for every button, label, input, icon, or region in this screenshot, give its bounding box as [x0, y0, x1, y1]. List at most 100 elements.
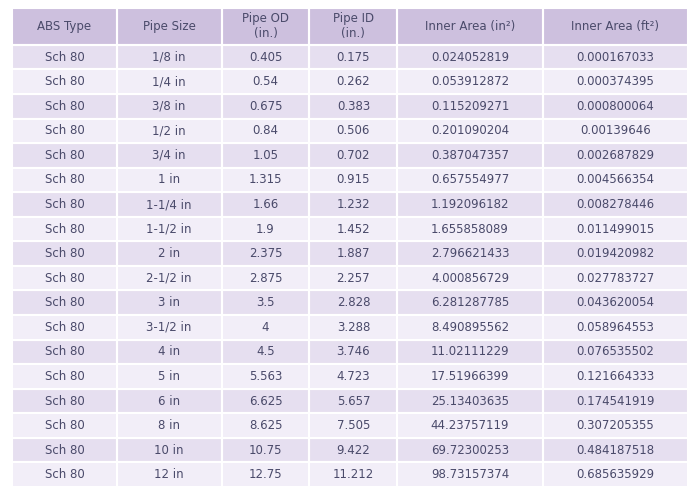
Bar [12, 45, 117, 69]
Text: Sch 80: Sch 80 [45, 124, 84, 137]
Text: 3.746: 3.746 [337, 346, 370, 358]
Bar [12, 315, 117, 340]
Bar [12, 168, 117, 192]
Bar [117, 364, 222, 389]
Text: 5 in: 5 in [158, 370, 180, 383]
Text: 1.232: 1.232 [337, 198, 370, 211]
Text: 0.019420982: 0.019420982 [576, 247, 655, 260]
Text: Sch 80: Sch 80 [45, 173, 84, 187]
Text: 1.9: 1.9 [256, 223, 275, 236]
Text: 0.000167033: 0.000167033 [576, 50, 655, 64]
Text: 4.723: 4.723 [337, 370, 370, 383]
Bar [542, 143, 688, 168]
Bar [398, 45, 542, 69]
Text: 1.655858089: 1.655858089 [431, 223, 509, 236]
Text: 10 in: 10 in [155, 444, 184, 457]
Bar [222, 69, 309, 94]
Bar [117, 340, 222, 364]
Bar [398, 462, 542, 487]
Bar [117, 413, 222, 438]
Bar [398, 389, 542, 413]
Text: Inner Area (in²): Inner Area (in²) [425, 20, 515, 33]
Text: 0.175: 0.175 [337, 50, 370, 64]
Bar [222, 94, 309, 118]
Bar [542, 315, 688, 340]
Bar [117, 242, 222, 266]
Bar [309, 389, 398, 413]
Text: 4 in: 4 in [158, 346, 180, 358]
Text: 1.192096182: 1.192096182 [430, 198, 509, 211]
Text: 6.281287785: 6.281287785 [431, 297, 509, 309]
Bar [309, 364, 398, 389]
Text: 0.004566354: 0.004566354 [576, 173, 655, 187]
Text: 7.505: 7.505 [337, 419, 370, 432]
Text: 3-1/2 in: 3-1/2 in [146, 321, 192, 334]
Bar [117, 168, 222, 192]
Text: 1.66: 1.66 [253, 198, 279, 211]
Bar [398, 69, 542, 94]
Text: 1 in: 1 in [158, 173, 180, 187]
Text: Sch 80: Sch 80 [45, 444, 84, 457]
Bar [309, 242, 398, 266]
Bar [117, 69, 222, 94]
Bar [222, 438, 309, 462]
Bar [309, 8, 398, 45]
Bar [222, 242, 309, 266]
Text: Sch 80: Sch 80 [45, 149, 84, 162]
Text: 0.506: 0.506 [337, 124, 370, 137]
Bar [309, 413, 398, 438]
Bar [398, 8, 542, 45]
Text: 1.887: 1.887 [337, 247, 370, 260]
Bar [398, 118, 542, 143]
Bar [12, 389, 117, 413]
Text: 11.02111229: 11.02111229 [430, 346, 510, 358]
Bar [12, 143, 117, 168]
Text: 8 in: 8 in [158, 419, 180, 432]
Text: 4: 4 [262, 321, 270, 334]
Bar [117, 438, 222, 462]
Text: 2-1/2 in: 2-1/2 in [146, 272, 192, 285]
Text: 0.54: 0.54 [253, 75, 279, 88]
Text: 4.000856729: 4.000856729 [431, 272, 509, 285]
Bar [398, 291, 542, 315]
Bar [117, 315, 222, 340]
Bar [222, 315, 309, 340]
Text: 0.076535502: 0.076535502 [576, 346, 655, 358]
Text: 0.307205355: 0.307205355 [577, 419, 654, 432]
Text: 0.00139646: 0.00139646 [580, 124, 651, 137]
Bar [542, 168, 688, 192]
Text: 0.387047357: 0.387047357 [431, 149, 509, 162]
Bar [398, 94, 542, 118]
Text: 2.257: 2.257 [337, 272, 370, 285]
Bar [398, 340, 542, 364]
Bar [542, 217, 688, 242]
Bar [542, 364, 688, 389]
Text: 0.027783727: 0.027783727 [576, 272, 655, 285]
Bar [222, 8, 309, 45]
Text: 8.625: 8.625 [248, 419, 282, 432]
Text: Sch 80: Sch 80 [45, 395, 84, 407]
Bar [542, 242, 688, 266]
Text: 0.000374395: 0.000374395 [576, 75, 655, 88]
Bar [222, 168, 309, 192]
Bar [309, 462, 398, 487]
Text: 69.72300253: 69.72300253 [431, 444, 509, 457]
Bar [398, 315, 542, 340]
Text: 11.212: 11.212 [332, 468, 374, 481]
Text: 12.75: 12.75 [248, 468, 282, 481]
Text: 0.115209271: 0.115209271 [430, 100, 509, 113]
Text: ABS Type: ABS Type [37, 20, 92, 33]
Bar [117, 94, 222, 118]
Text: Sch 80: Sch 80 [45, 370, 84, 383]
Bar [222, 118, 309, 143]
Bar [12, 94, 117, 118]
Text: 44.23757119: 44.23757119 [430, 419, 509, 432]
Text: 1.05: 1.05 [253, 149, 279, 162]
Bar [117, 389, 222, 413]
Text: 0.008278446: 0.008278446 [576, 198, 655, 211]
Bar [222, 413, 309, 438]
Bar [222, 462, 309, 487]
Bar [309, 291, 398, 315]
Bar [117, 118, 222, 143]
Text: Sch 80: Sch 80 [45, 297, 84, 309]
